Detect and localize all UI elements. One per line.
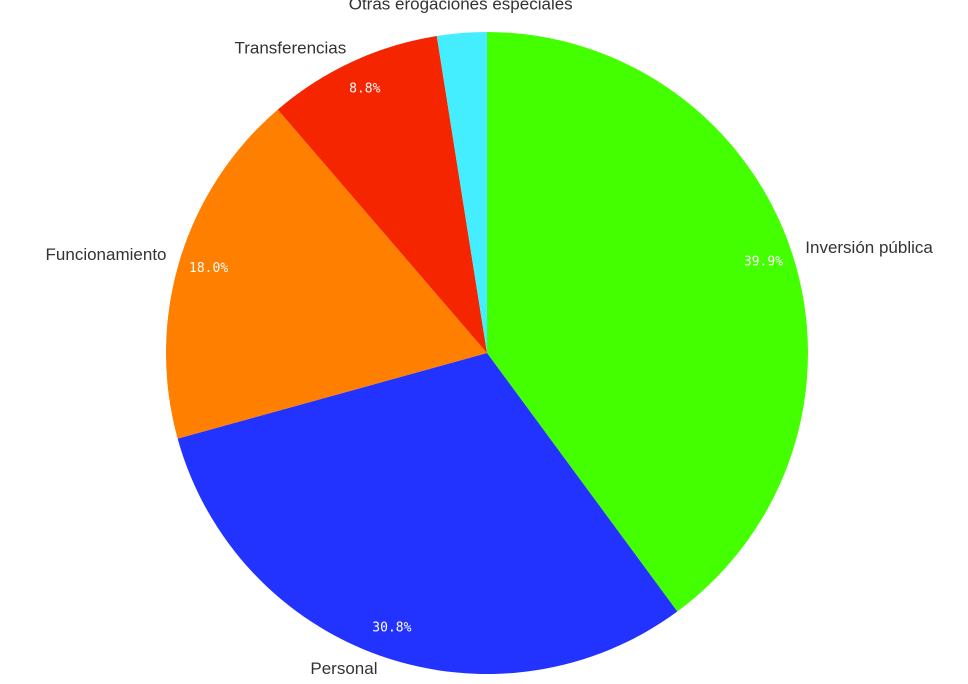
pie-category-label-funcionamiento: Funcionamiento: [46, 245, 167, 264]
pie-slice-otras-erogaciones-especiales: [436, 32, 487, 353]
pie-category-label-transferencias: Transferencias: [234, 38, 346, 57]
pie-category-label-otras-erogaciones-especiales: Otras erogaciones especiales: [349, 0, 573, 14]
pie-slice-transferencias: [277, 35, 487, 354]
pie-value-label-funcionamiento: 18.0%: [189, 261, 228, 276]
pie-slice-personal: [177, 353, 678, 674]
pie-category-label-personal: Personal: [310, 659, 377, 678]
pie-value-label-personal: 30.8%: [372, 621, 411, 636]
pie-value-label-transferencias: 8.8%: [349, 81, 380, 96]
pie-category-label-inversion-publica: Inversión pública: [805, 238, 933, 257]
pie-slice-funcionamiento: [166, 109, 487, 439]
pie-slice-inversion-publica: [487, 32, 809, 612]
pie-value-label-inversion-publica: 39.9%: [744, 255, 783, 270]
